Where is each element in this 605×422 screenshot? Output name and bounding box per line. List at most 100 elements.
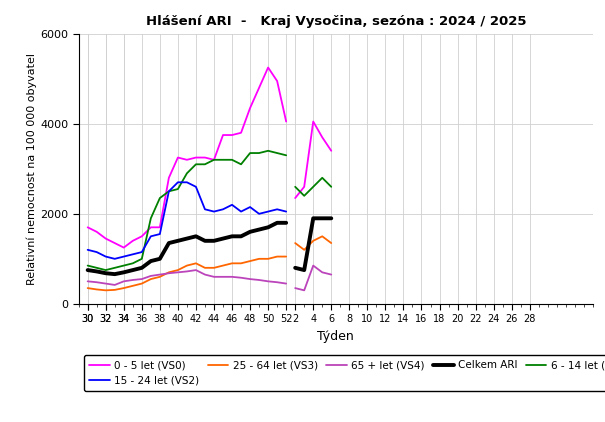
- 15 - 24 let (VS2): [211, 209, 218, 214]
- 6 - 14 let (VS1): [264, 148, 272, 153]
- 0 - 5 let (VS0): [264, 65, 272, 70]
- 0 - 5 let (VS0): [147, 225, 154, 230]
- Title: Hlášení ARI  -   Kraj Vysočina, sezóna : 2024 / 2025: Hlášení ARI - Kraj Vysočina, sezóna : 20…: [146, 16, 526, 28]
- 25 - 64 let (VS3): [283, 254, 290, 259]
- 0 - 5 let (VS0): [138, 234, 145, 239]
- 15 - 24 let (VS2): [192, 184, 200, 189]
- 25 - 64 let (VS3): [211, 265, 218, 271]
- Line: Celkem ARI: Celkem ARI: [88, 223, 286, 274]
- 25 - 64 let (VS3): [165, 270, 172, 275]
- 25 - 64 let (VS3): [220, 263, 227, 268]
- 25 - 64 let (VS3): [174, 268, 182, 273]
- 15 - 24 let (VS2): [237, 209, 244, 214]
- 15 - 24 let (VS2): [201, 207, 209, 212]
- Celkem ARI: [237, 234, 244, 239]
- 6 - 14 let (VS1): [255, 151, 263, 156]
- 15 - 24 let (VS2): [84, 247, 91, 252]
- 0 - 5 let (VS0): [102, 236, 110, 241]
- 6 - 14 let (VS1): [237, 162, 244, 167]
- 65 + let (VS4): [264, 279, 272, 284]
- 25 - 64 let (VS3): [93, 287, 100, 292]
- 65 + let (VS4): [283, 281, 290, 286]
- 6 - 14 let (VS1): [129, 261, 136, 266]
- 65 + let (VS4): [147, 273, 154, 279]
- Celkem ARI: [183, 236, 191, 241]
- Celkem ARI: [120, 270, 128, 275]
- Celkem ARI: [264, 225, 272, 230]
- 15 - 24 let (VS2): [129, 252, 136, 257]
- 65 + let (VS4): [220, 274, 227, 279]
- X-axis label: Týden: Týden: [318, 330, 354, 343]
- 15 - 24 let (VS2): [246, 205, 253, 210]
- 15 - 24 let (VS2): [111, 256, 119, 261]
- 25 - 64 let (VS3): [129, 283, 136, 288]
- 6 - 14 let (VS1): [174, 187, 182, 192]
- 6 - 14 let (VS1): [102, 268, 110, 273]
- Celkem ARI: [174, 238, 182, 243]
- 0 - 5 let (VS0): [283, 119, 290, 124]
- 65 + let (VS4): [192, 268, 200, 273]
- 6 - 14 let (VS1): [120, 263, 128, 268]
- 65 + let (VS4): [246, 276, 253, 281]
- 65 + let (VS4): [211, 274, 218, 279]
- Celkem ARI: [246, 229, 253, 234]
- 0 - 5 let (VS0): [111, 241, 119, 246]
- 25 - 64 let (VS3): [147, 276, 154, 281]
- 15 - 24 let (VS2): [93, 249, 100, 254]
- 0 - 5 let (VS0): [246, 106, 253, 111]
- 15 - 24 let (VS2): [147, 234, 154, 239]
- 6 - 14 let (VS1): [246, 151, 253, 156]
- 0 - 5 let (VS0): [84, 225, 91, 230]
- 6 - 14 let (VS1): [93, 265, 100, 271]
- 6 - 14 let (VS1): [183, 171, 191, 176]
- 0 - 5 let (VS0): [229, 133, 236, 138]
- Celkem ARI: [165, 241, 172, 246]
- Line: 25 - 64 let (VS3): 25 - 64 let (VS3): [88, 257, 286, 290]
- Celkem ARI: [129, 268, 136, 273]
- 25 - 64 let (VS3): [156, 274, 163, 279]
- 25 - 64 let (VS3): [273, 254, 281, 259]
- Celkem ARI: [93, 269, 100, 274]
- 65 + let (VS4): [183, 269, 191, 274]
- 0 - 5 let (VS0): [165, 175, 172, 180]
- 15 - 24 let (VS2): [174, 180, 182, 185]
- Celkem ARI: [211, 238, 218, 243]
- 25 - 64 let (VS3): [102, 288, 110, 293]
- 25 - 64 let (VS3): [192, 261, 200, 266]
- 65 + let (VS4): [229, 274, 236, 279]
- 25 - 64 let (VS3): [246, 259, 253, 264]
- 6 - 14 let (VS1): [111, 265, 119, 271]
- 65 + let (VS4): [237, 275, 244, 280]
- 15 - 24 let (VS2): [165, 189, 172, 194]
- Line: 0 - 5 let (VS0): 0 - 5 let (VS0): [88, 68, 286, 248]
- 0 - 5 let (VS0): [201, 155, 209, 160]
- 25 - 64 let (VS3): [229, 261, 236, 266]
- 15 - 24 let (VS2): [102, 254, 110, 259]
- 65 + let (VS4): [174, 270, 182, 275]
- 25 - 64 let (VS3): [138, 281, 145, 286]
- 0 - 5 let (VS0): [174, 155, 182, 160]
- 6 - 14 let (VS1): [138, 256, 145, 261]
- 0 - 5 let (VS0): [220, 133, 227, 138]
- 65 + let (VS4): [156, 272, 163, 277]
- 15 - 24 let (VS2): [273, 207, 281, 212]
- 65 + let (VS4): [102, 281, 110, 286]
- 15 - 24 let (VS2): [229, 202, 236, 207]
- Celkem ARI: [147, 259, 154, 264]
- 65 + let (VS4): [165, 271, 172, 276]
- Line: 65 + let (VS4): 65 + let (VS4): [88, 270, 286, 285]
- 65 + let (VS4): [255, 277, 263, 282]
- 65 + let (VS4): [129, 277, 136, 282]
- 15 - 24 let (VS2): [156, 232, 163, 237]
- Celkem ARI: [111, 272, 119, 277]
- 65 + let (VS4): [111, 282, 119, 287]
- 25 - 64 let (VS3): [84, 286, 91, 291]
- 6 - 14 let (VS1): [229, 157, 236, 162]
- Celkem ARI: [229, 234, 236, 239]
- Celkem ARI: [156, 256, 163, 261]
- 6 - 14 let (VS1): [283, 153, 290, 158]
- 15 - 24 let (VS2): [264, 209, 272, 214]
- Celkem ARI: [192, 234, 200, 239]
- 6 - 14 let (VS1): [273, 151, 281, 156]
- 6 - 14 let (VS1): [211, 157, 218, 162]
